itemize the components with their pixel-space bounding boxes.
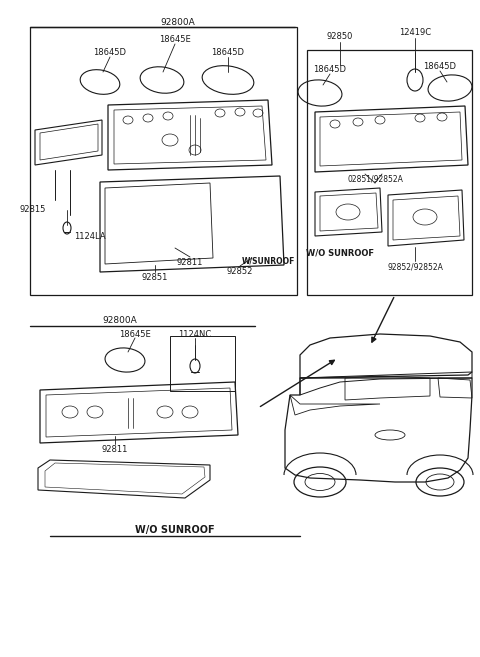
Text: 92815: 92815 bbox=[20, 205, 46, 214]
Text: 92852: 92852 bbox=[227, 267, 253, 276]
Text: 18645D: 18645D bbox=[313, 65, 347, 74]
Text: 1124LA: 1124LA bbox=[74, 232, 106, 241]
Text: 1124NC: 1124NC bbox=[179, 330, 212, 339]
Text: 92811: 92811 bbox=[102, 445, 128, 454]
Text: 92811: 92811 bbox=[177, 258, 203, 267]
Text: W/O SUNROOF: W/O SUNROOF bbox=[135, 525, 215, 535]
Bar bbox=[170, 336, 235, 391]
Bar bbox=[307, 50, 472, 295]
Text: 92852/92852A: 92852/92852A bbox=[387, 263, 443, 272]
Text: 92800A: 92800A bbox=[161, 18, 195, 27]
Text: 18645D: 18645D bbox=[212, 48, 244, 57]
Text: 92850: 92850 bbox=[327, 32, 353, 41]
Text: W/O SUNROOF: W/O SUNROOF bbox=[306, 249, 374, 258]
Text: 92851: 92851 bbox=[142, 273, 168, 282]
Text: 18645E: 18645E bbox=[119, 330, 151, 339]
Bar bbox=[30, 27, 297, 295]
Text: 02851/92852A: 02851/92852A bbox=[347, 175, 403, 184]
Text: 92800A: 92800A bbox=[103, 316, 137, 325]
Text: 12419C: 12419C bbox=[399, 28, 431, 37]
Text: 18645D: 18645D bbox=[94, 48, 127, 57]
Text: 18645E: 18645E bbox=[159, 35, 191, 44]
Text: W/SUNROOF: W/SUNROOF bbox=[241, 256, 295, 265]
Text: 18645D: 18645D bbox=[423, 62, 456, 71]
